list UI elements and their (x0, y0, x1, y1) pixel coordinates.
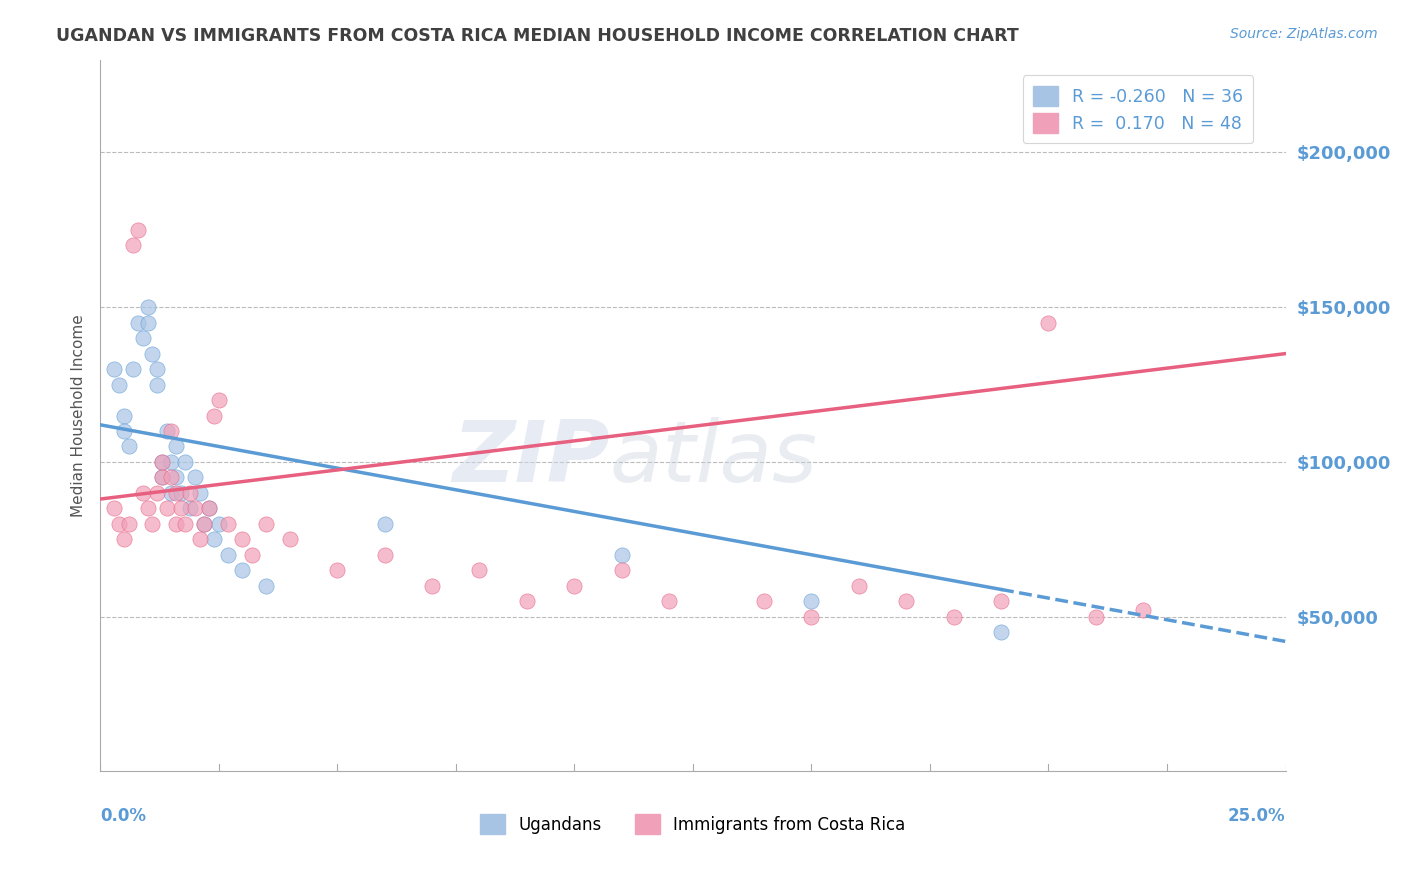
Point (188, 486, 211, 500)
Point (150, 455, 173, 469)
Point (165, 486, 187, 500)
Y-axis label: Median Household Income: Median Household Income (72, 314, 86, 516)
Point (117, 516, 139, 531)
Point (278, 533, 301, 547)
Point (112, 533, 135, 547)
Point (174, 455, 197, 469)
Point (146, 486, 169, 500)
Point (146, 377, 169, 392)
Text: UGANDAN VS IMMIGRANTS FROM COSTA RICA MEDIAN HOUSEHOLD INCOME CORRELATION CHART: UGANDAN VS IMMIGRANTS FROM COSTA RICA ME… (56, 27, 1019, 45)
Point (103, 362, 125, 376)
Point (184, 501, 207, 516)
Point (122, 362, 145, 376)
Point (800, 594, 823, 608)
Point (990, 594, 1012, 608)
Point (184, 470, 207, 484)
Point (108, 377, 131, 392)
Point (165, 516, 187, 531)
Point (165, 440, 187, 454)
Point (198, 501, 221, 516)
Point (160, 424, 183, 438)
Point (516, 594, 538, 608)
Point (420, 579, 443, 593)
Point (193, 516, 215, 531)
Point (132, 486, 155, 500)
Point (112, 424, 135, 438)
Point (103, 501, 125, 516)
Point (468, 563, 491, 577)
Point (374, 548, 396, 562)
Point (160, 486, 183, 500)
Point (896, 594, 918, 608)
Point (374, 516, 396, 531)
Point (1084, 609, 1107, 624)
Point (141, 346, 163, 360)
Point (160, 455, 183, 469)
Point (231, 563, 253, 577)
Point (208, 516, 231, 531)
Point (170, 486, 193, 500)
Point (150, 455, 173, 469)
Point (160, 470, 183, 484)
Point (848, 579, 870, 593)
Text: ZIP: ZIP (453, 417, 610, 500)
Point (136, 501, 159, 516)
Point (217, 548, 239, 562)
Text: atlas: atlas (610, 417, 818, 500)
Point (217, 516, 239, 531)
Point (127, 223, 149, 237)
Point (198, 501, 221, 516)
Point (1038, 316, 1060, 330)
Text: 0.0%: 0.0% (100, 807, 146, 825)
Point (136, 300, 159, 314)
Point (254, 516, 277, 531)
Point (155, 424, 177, 438)
Point (146, 362, 169, 376)
Point (141, 516, 163, 531)
Point (800, 609, 823, 624)
Point (193, 516, 215, 531)
Point (179, 501, 201, 516)
Point (188, 533, 211, 547)
Point (254, 579, 277, 593)
Point (942, 609, 965, 624)
Point (155, 501, 177, 516)
Point (132, 331, 155, 345)
Point (231, 533, 253, 547)
Point (150, 470, 173, 484)
Point (108, 516, 131, 531)
Point (202, 533, 225, 547)
Point (240, 548, 263, 562)
Point (127, 316, 149, 330)
Point (562, 579, 585, 593)
Point (202, 409, 225, 423)
Point (179, 486, 201, 500)
Point (326, 563, 349, 577)
Text: 25.0%: 25.0% (1227, 807, 1285, 825)
Legend: R = -0.260   N = 36, R =  0.170   N = 48: R = -0.260 N = 36, R = 0.170 N = 48 (1024, 76, 1253, 144)
Point (990, 625, 1012, 640)
Point (208, 392, 231, 407)
Point (122, 238, 145, 252)
Point (174, 516, 197, 531)
Point (658, 594, 681, 608)
Point (170, 501, 193, 516)
Point (1132, 603, 1154, 617)
Text: Source: ZipAtlas.com: Source: ZipAtlas.com (1230, 27, 1378, 41)
Point (610, 563, 633, 577)
Point (136, 316, 159, 330)
Point (165, 470, 187, 484)
Point (112, 409, 135, 423)
Point (117, 440, 139, 454)
Point (150, 470, 173, 484)
Point (610, 548, 633, 562)
Point (752, 594, 775, 608)
